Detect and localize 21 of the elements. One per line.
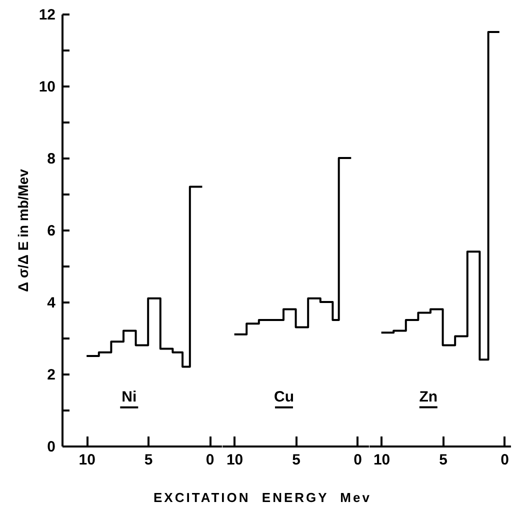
y-axis-title: Δ σ/Δ E in mb/Mev — [14, 168, 31, 292]
annotation: Ni — [122, 388, 137, 406]
y-tick-label: 12 — [38, 6, 56, 24]
x-tick-label: 5 — [144, 451, 153, 468]
x-tick-label: 5 — [292, 451, 300, 468]
x-tick-label: 0 — [206, 451, 214, 468]
x-tick-label: 5 — [440, 451, 448, 468]
x-tick-label: 0 — [501, 451, 510, 468]
y-tick-label: 0 — [47, 438, 56, 456]
x-tick-label: 10 — [226, 451, 244, 468]
y-tick-label: 8 — [47, 150, 56, 168]
annotation: Zn — [420, 388, 438, 406]
y-tick-label: 10 — [38, 78, 56, 96]
x-tick-label: 10 — [78, 451, 96, 468]
y-tick-label: 6 — [47, 222, 56, 240]
x-axis-title: EXCITATION ENERGY Mev — [152, 490, 372, 505]
y-tick-label: 4 — [47, 294, 56, 312]
x-tick-label: 10 — [374, 451, 391, 468]
x-tick-label: 0 — [354, 451, 362, 468]
annotation: Cu — [274, 388, 294, 406]
y-tick-label: 2 — [47, 366, 56, 384]
